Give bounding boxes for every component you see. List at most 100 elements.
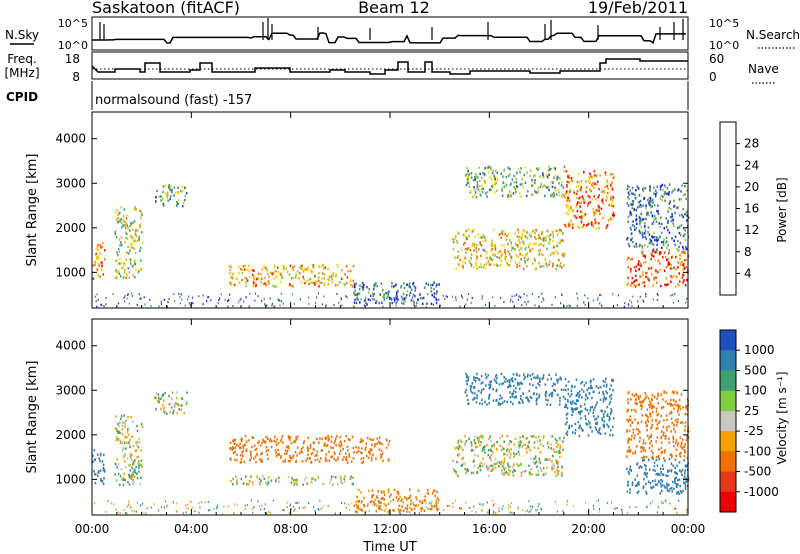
echo-cell (427, 293, 429, 296)
echo-cell (639, 275, 641, 278)
echo-cell (481, 447, 484, 450)
echo-cell (554, 174, 556, 178)
echo-cell (373, 504, 375, 507)
echo-cell (134, 261, 136, 265)
echo-cell (177, 403, 179, 406)
echo-cell (265, 481, 267, 485)
echo-cell (674, 403, 676, 406)
echo-cell (290, 457, 293, 460)
echo-cell (556, 462, 559, 466)
echo-cell (493, 443, 496, 446)
echo-cell (383, 502, 385, 506)
echo-cell (127, 415, 129, 419)
echo-cell (562, 440, 564, 443)
echo-cell (396, 295, 398, 298)
echo-cell (363, 505, 366, 508)
echo-cell (166, 305, 169, 308)
echo-cell (587, 194, 590, 198)
echo-cell (548, 242, 551, 246)
echo-cell (626, 283, 628, 286)
echo-cell (637, 395, 639, 398)
echo-cell (333, 457, 335, 461)
echo-cell (307, 266, 309, 269)
echo-cell (589, 196, 591, 199)
echo-cell (655, 276, 657, 279)
echo-cell (359, 284, 361, 287)
echo-cell (385, 292, 387, 295)
echo-cell (566, 503, 568, 506)
echo-cell (677, 403, 679, 407)
echo-cell (495, 373, 498, 377)
echo-cell (526, 509, 528, 512)
echo-cell (563, 165, 566, 168)
echo-cell (509, 453, 512, 456)
echo-cell (370, 456, 373, 459)
echo-cell (486, 257, 488, 260)
echo-cell (406, 498, 408, 502)
echo-cell (587, 412, 590, 415)
echo-cell (336, 263, 338, 267)
echo-cell (684, 193, 686, 196)
echo-cell (480, 265, 482, 269)
echo-cell (629, 491, 631, 494)
echo-cell (627, 303, 629, 306)
echo-cell (552, 467, 555, 470)
echo-cell (172, 412, 174, 415)
echo-cell (432, 505, 435, 508)
echo-cell (659, 262, 661, 265)
echo-cell (436, 506, 438, 510)
echo-cell (465, 439, 468, 443)
echo-cell (357, 446, 360, 449)
echo-cell (677, 266, 679, 269)
echo-cell (561, 266, 563, 269)
echo-cell (348, 508, 351, 511)
echo-cell (306, 446, 309, 449)
echo-cell (513, 396, 516, 399)
echo-cell (632, 200, 634, 203)
echo-cell (496, 264, 499, 267)
echo-cell (343, 477, 346, 481)
echo-cell (684, 412, 686, 416)
echo-cell (601, 419, 604, 422)
echo-cell (140, 216, 142, 219)
nsky-tick-high: 10^5 (58, 17, 88, 30)
echo-cell (512, 380, 514, 383)
echo-cell (599, 386, 602, 389)
echo-cell (639, 436, 641, 440)
colorbar-cell (720, 370, 736, 392)
echo-cell (538, 243, 540, 247)
echo-cell (274, 305, 276, 308)
echo-cell (254, 299, 256, 302)
echo-cell (532, 392, 535, 396)
echo-cell (207, 296, 209, 299)
echo-cell (492, 499, 494, 502)
echo-cell (647, 226, 650, 229)
echo-cell (163, 298, 165, 301)
freq-trace (91, 58, 688, 75)
echo-cell (467, 398, 469, 402)
echo-cell (650, 449, 653, 453)
echo-cell (352, 457, 355, 460)
echo-cell (636, 463, 638, 466)
echo-cell (671, 404, 674, 407)
echo-cell (685, 197, 687, 201)
echo-cell (592, 225, 595, 228)
echo-cell (465, 501, 467, 504)
echo-cell (566, 407, 569, 410)
echo-cell (606, 185, 608, 188)
echo-cell (294, 450, 297, 454)
echo-cell (330, 478, 333, 481)
echo-cell (240, 477, 243, 481)
echo-cell (634, 228, 636, 231)
echo-cell (682, 481, 685, 484)
echo-cell (548, 373, 550, 377)
echo-cell (240, 438, 242, 441)
echo-cell (277, 299, 279, 302)
echo-cell (427, 492, 430, 495)
echo-cell (132, 478, 134, 482)
echo-cell (122, 215, 125, 218)
echo-cell (134, 276, 136, 279)
echo-cell (641, 250, 643, 254)
echo-cell (514, 378, 517, 381)
echo-cell (578, 395, 580, 399)
